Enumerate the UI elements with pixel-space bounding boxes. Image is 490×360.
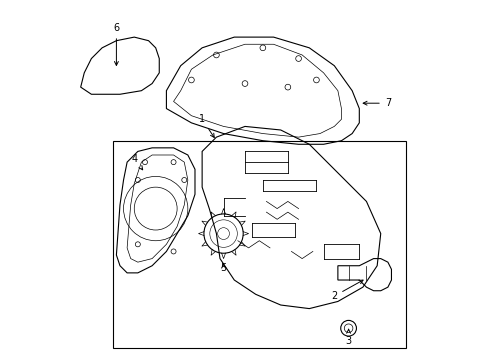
Bar: [113, 141, 406, 348]
Text: 5: 5: [220, 262, 227, 273]
Text: 2: 2: [331, 280, 363, 301]
Text: 6: 6: [113, 23, 120, 66]
Text: 1: 1: [199, 114, 214, 138]
Text: 3: 3: [345, 329, 352, 346]
Text: 4: 4: [131, 154, 143, 170]
Text: 7: 7: [363, 98, 391, 108]
